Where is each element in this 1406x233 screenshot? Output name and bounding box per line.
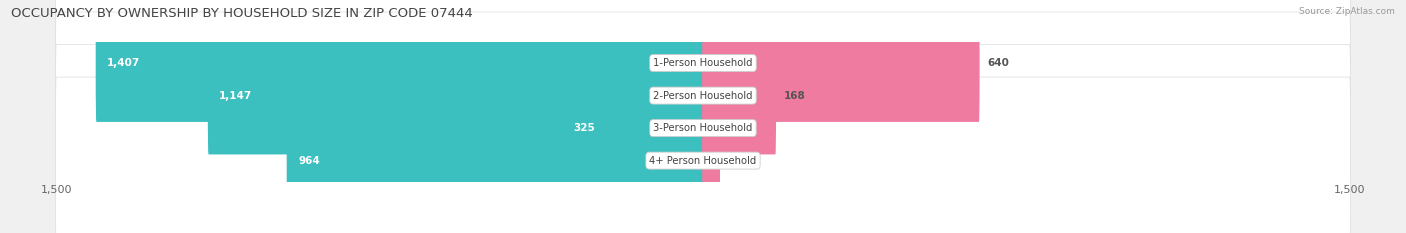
FancyBboxPatch shape — [55, 0, 1351, 147]
FancyBboxPatch shape — [208, 37, 703, 154]
Legend: Owner-occupied, Renter-occupied: Owner-occupied, Renter-occupied — [592, 231, 814, 233]
Text: 1,407: 1,407 — [107, 58, 141, 68]
Text: 1-Person Household: 1-Person Household — [654, 58, 752, 68]
FancyBboxPatch shape — [703, 69, 710, 187]
Text: 2-Person Household: 2-Person Household — [654, 91, 752, 101]
Text: 168: 168 — [785, 91, 806, 101]
FancyBboxPatch shape — [55, 12, 1351, 179]
FancyBboxPatch shape — [55, 77, 1351, 233]
FancyBboxPatch shape — [55, 45, 1351, 212]
FancyBboxPatch shape — [287, 102, 703, 219]
FancyBboxPatch shape — [703, 4, 980, 122]
Text: 38: 38 — [728, 156, 742, 166]
Text: 1,147: 1,147 — [219, 91, 253, 101]
Text: 4+ Person Household: 4+ Person Household — [650, 156, 756, 166]
FancyBboxPatch shape — [96, 4, 703, 122]
FancyBboxPatch shape — [703, 102, 720, 219]
Text: 964: 964 — [298, 156, 321, 166]
Text: 640: 640 — [987, 58, 1010, 68]
Text: 15: 15 — [718, 123, 733, 133]
FancyBboxPatch shape — [703, 37, 776, 154]
Text: Source: ZipAtlas.com: Source: ZipAtlas.com — [1299, 7, 1395, 16]
Text: 3-Person Household: 3-Person Household — [654, 123, 752, 133]
Text: 325: 325 — [574, 123, 595, 133]
Text: OCCUPANCY BY OWNERSHIP BY HOUSEHOLD SIZE IN ZIP CODE 07444: OCCUPANCY BY OWNERSHIP BY HOUSEHOLD SIZE… — [11, 7, 472, 20]
FancyBboxPatch shape — [562, 69, 703, 187]
